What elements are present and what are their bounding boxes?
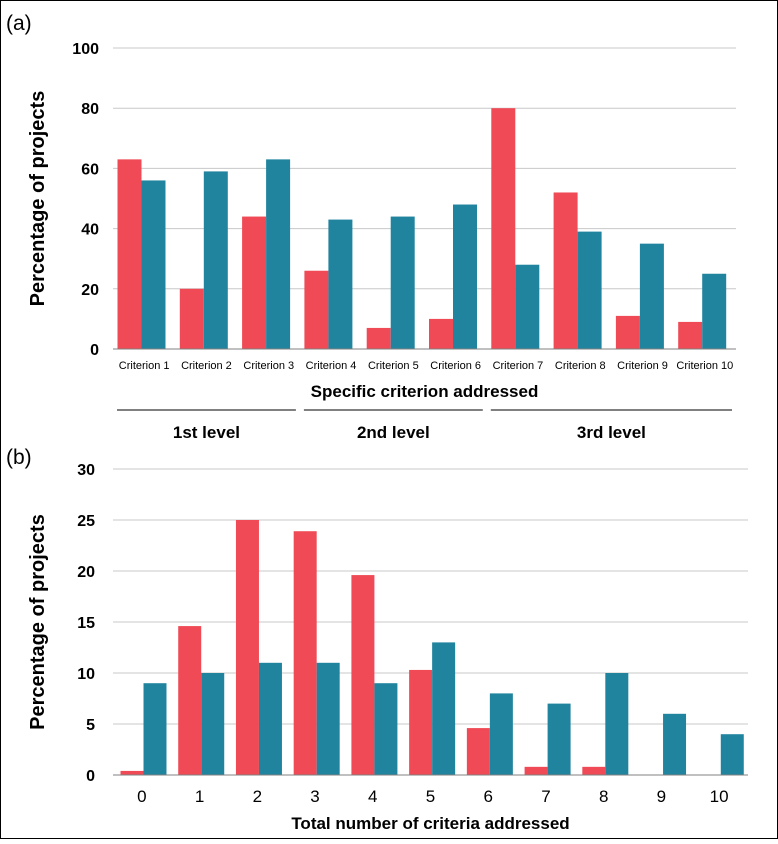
x-tick-label: Criterion 10 — [676, 360, 733, 372]
bar-series-2 — [453, 204, 477, 349]
x-tick-label: 6 — [483, 787, 492, 806]
bar-series-1 — [678, 321, 703, 349]
bar-series-2 — [547, 703, 571, 775]
bar-series-2 — [266, 159, 291, 349]
y-tick-label: 100 — [72, 41, 99, 58]
y-tick-label: 15 — [77, 615, 95, 632]
bar-series-1 — [582, 766, 606, 775]
x-tick-label: Criterion 7 — [493, 360, 544, 372]
y-axis-label: Percentage of projects — [27, 91, 49, 307]
x-axis-label: Specific criterion addressed — [311, 382, 539, 401]
x-tick-label: Criterion 4 — [306, 360, 357, 372]
bar-series-1 — [293, 531, 317, 775]
bar-series-2 — [489, 693, 513, 775]
bar-series-2 — [141, 180, 166, 349]
y-tick-label: 0 — [86, 768, 95, 785]
bar-series-2 — [663, 713, 687, 775]
y-tick-label: 20 — [77, 564, 95, 581]
x-tick-label: 8 — [599, 787, 608, 806]
x-tick-label: 4 — [368, 787, 377, 806]
level-label: 2nd level — [357, 423, 430, 442]
bar-series-1 — [615, 315, 640, 349]
bar-series-2 — [720, 734, 744, 775]
y-tick-label: 40 — [81, 222, 99, 239]
x-tick-label: 2 — [253, 787, 262, 806]
bar-series-1 — [120, 770, 144, 775]
bar-series-2 — [328, 219, 353, 349]
y-tick-label: 80 — [81, 101, 99, 118]
x-tick-label: Criterion 8 — [555, 360, 606, 372]
y-axis-label: Percentage of projects — [27, 514, 49, 730]
bar-series-1 — [524, 766, 548, 775]
x-tick-label: 10 — [710, 787, 729, 806]
bar-series-1 — [491, 108, 516, 349]
x-tick-label: 9 — [657, 787, 666, 806]
x-axis-label: Total number of criteria addressed — [291, 814, 569, 833]
bar-series-2 — [203, 171, 228, 349]
bar-series-1 — [366, 327, 391, 349]
bar-series-2 — [143, 683, 167, 775]
bar-series-1 — [179, 288, 204, 349]
bar-series-2 — [577, 231, 602, 349]
bar-series-2 — [201, 673, 225, 775]
x-tick-label: Criterion 1 — [119, 360, 170, 372]
bar-series-2 — [316, 662, 340, 775]
x-tick-label: Criterion 6 — [430, 360, 481, 372]
y-tick-label: 60 — [81, 161, 99, 178]
x-tick-label: 3 — [310, 787, 319, 806]
y-tick-label: 0 — [90, 342, 99, 359]
y-tick-label: 30 — [77, 462, 95, 479]
bar-series-1 — [117, 159, 142, 349]
x-tick-label: 5 — [426, 787, 435, 806]
bar-series-1 — [553, 192, 578, 349]
bar-series-1 — [242, 216, 267, 349]
level-label: 3rd level — [577, 423, 646, 442]
bar-series-2 — [702, 273, 727, 349]
x-tick-label: Criterion 2 — [181, 360, 232, 372]
bar-series-2 — [258, 662, 282, 775]
x-tick-label: 0 — [137, 787, 146, 806]
panel-label: (a) — [6, 12, 32, 35]
bar-series-2 — [390, 216, 415, 349]
x-tick-label: Criterion 5 — [368, 360, 419, 372]
level-label: 1st level — [173, 423, 240, 442]
bar-series-2 — [605, 673, 629, 775]
x-tick-label: 7 — [541, 787, 550, 806]
bar-series-1 — [178, 626, 202, 775]
x-tick-label: Criterion 9 — [617, 360, 668, 372]
bar-series-1 — [235, 520, 259, 775]
y-tick-label: 20 — [81, 282, 99, 299]
x-tick-label: Criterion 3 — [243, 360, 294, 372]
x-tick-label: 1 — [195, 787, 204, 806]
bar-series-2 — [374, 683, 398, 775]
bar-series-1 — [466, 728, 490, 775]
y-tick-label: 25 — [77, 513, 95, 530]
y-tick-label: 5 — [86, 717, 95, 734]
bar-series-2 — [639, 243, 664, 349]
bar-series-2 — [515, 264, 540, 349]
bar-series-1 — [409, 669, 433, 775]
panel-label: (b) — [6, 446, 32, 469]
bar-series-1 — [304, 270, 329, 349]
y-tick-label: 10 — [77, 666, 95, 683]
bar-series-1 — [429, 318, 453, 349]
bar-series-2 — [432, 642, 456, 775]
panel-a: (a) 0 20 40 60 80 100 Criterion 1 Criterion 2 Cri… — [6, 12, 736, 442]
panel-b: (b) 0 5 10 15 20 25 30 0 1 2 3 4 5 6 7 8 9 10 Percentage of… — [6, 446, 748, 833]
bar-series-1 — [351, 575, 375, 775]
